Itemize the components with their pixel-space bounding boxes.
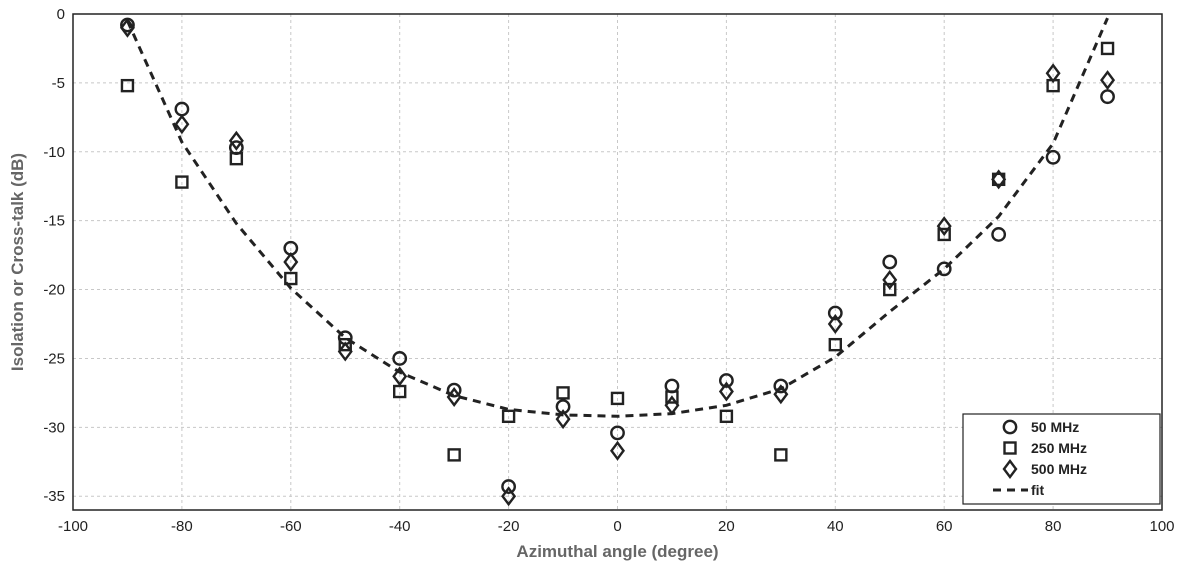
y-axis-title: Isolation or Cross-talk (dB) xyxy=(8,153,27,371)
diamond-point xyxy=(392,366,408,387)
y-tick-label: -20 xyxy=(43,282,65,299)
diamond-point xyxy=(936,216,952,237)
x-tick-label: 80 xyxy=(1045,518,1062,535)
circle-point xyxy=(991,227,1007,242)
circle-point xyxy=(392,351,408,366)
y-tick-label: -25 xyxy=(43,350,65,367)
series-circle xyxy=(120,17,1115,494)
square-point xyxy=(501,409,516,424)
series-square xyxy=(120,41,1115,462)
diamond-point xyxy=(501,486,517,507)
square-point xyxy=(774,448,788,462)
square-point xyxy=(719,409,734,424)
series-diamond xyxy=(119,17,1116,507)
tick-labels: -100 -80 -60 -40 -20 0 20 40 60 80 100 0 -5 -10 -15 -20… xyxy=(43,6,1174,535)
legend-entry: fit xyxy=(993,482,1045,498)
square-point xyxy=(556,386,570,400)
square-point xyxy=(937,227,951,242)
square-point xyxy=(284,271,298,286)
circle-point xyxy=(773,378,789,394)
legend-square-swatch xyxy=(1003,441,1017,455)
diamond-point xyxy=(446,387,462,408)
square-point xyxy=(338,337,352,352)
x-tick-label: -20 xyxy=(498,518,520,535)
legend-label: fit xyxy=(1031,482,1045,498)
legend-entries: 50 MHz 250 MHz 500 MHz fit xyxy=(993,419,1087,498)
square-point xyxy=(120,78,135,93)
circle-point xyxy=(719,373,734,388)
diamond-point xyxy=(882,269,898,290)
fit-curve-group xyxy=(126,17,1109,418)
legend-entry: 50 MHz xyxy=(1002,419,1079,435)
x-tick-label: 60 xyxy=(936,518,953,535)
diamond-point xyxy=(283,252,299,272)
circle-point xyxy=(446,382,462,398)
circle-point xyxy=(1100,89,1115,105)
legend-diamond-swatch xyxy=(1002,459,1018,479)
legend-entry: 500 MHz xyxy=(1002,459,1087,479)
diamond-point xyxy=(555,409,571,430)
legend: 50 MHz 250 MHz 500 MHz fit xyxy=(962,413,1161,505)
legend-circle-swatch xyxy=(1002,419,1018,435)
legend-label: 250 MHz xyxy=(1031,440,1087,456)
x-tick-label: 100 xyxy=(1149,518,1174,535)
square-point xyxy=(665,390,679,404)
diamond-point xyxy=(228,130,244,151)
y-tick-label: 0 xyxy=(57,6,65,23)
diamond-point xyxy=(991,169,1007,190)
fit-curve xyxy=(126,17,1109,418)
circle-point xyxy=(610,425,625,441)
circle-point xyxy=(827,305,843,321)
diamond-point xyxy=(1100,70,1116,91)
y-tick-label: -15 xyxy=(43,213,65,230)
legend-entry: 250 MHz xyxy=(1003,440,1087,456)
plot-frame xyxy=(72,13,1163,511)
legend-label: 50 MHz xyxy=(1031,419,1079,435)
x-axis-title: Azimuthal angle (degree) xyxy=(516,542,718,561)
square-point xyxy=(175,175,189,189)
y-tick-label: -30 xyxy=(43,419,65,436)
x-tick-label: -80 xyxy=(171,518,193,535)
diamond-point xyxy=(664,395,680,416)
circle-point xyxy=(1045,149,1061,165)
x-tick-label: -40 xyxy=(389,518,411,535)
square-point xyxy=(447,448,461,462)
x-tick-label: 40 xyxy=(827,518,844,535)
diamond-point xyxy=(1045,63,1061,84)
diamond-point xyxy=(119,17,135,38)
y-tick-label: -10 xyxy=(43,144,65,161)
circle-point xyxy=(936,261,952,277)
data-points xyxy=(119,17,1116,507)
circle-point xyxy=(882,254,898,270)
x-tick-label: 20 xyxy=(718,518,735,535)
square-point xyxy=(229,151,244,166)
y-tick-label: -5 xyxy=(52,75,65,92)
square-point xyxy=(828,337,842,352)
diamond-point xyxy=(337,341,353,362)
x-tick-label: -60 xyxy=(280,518,302,535)
square-point xyxy=(883,282,897,297)
legend-label: 500 MHz xyxy=(1031,461,1087,477)
x-tick-label: -100 xyxy=(58,518,88,535)
y-tick-label: -35 xyxy=(43,488,65,505)
x-tick-label: 0 xyxy=(613,518,621,535)
diamond-point xyxy=(174,114,190,135)
circle-point xyxy=(501,479,516,494)
diamond-point xyxy=(827,314,843,334)
diamond-point xyxy=(773,384,789,405)
diamond-point xyxy=(718,381,734,402)
square-point xyxy=(1100,41,1115,56)
square-point xyxy=(610,391,625,406)
diamond-point xyxy=(610,440,625,461)
